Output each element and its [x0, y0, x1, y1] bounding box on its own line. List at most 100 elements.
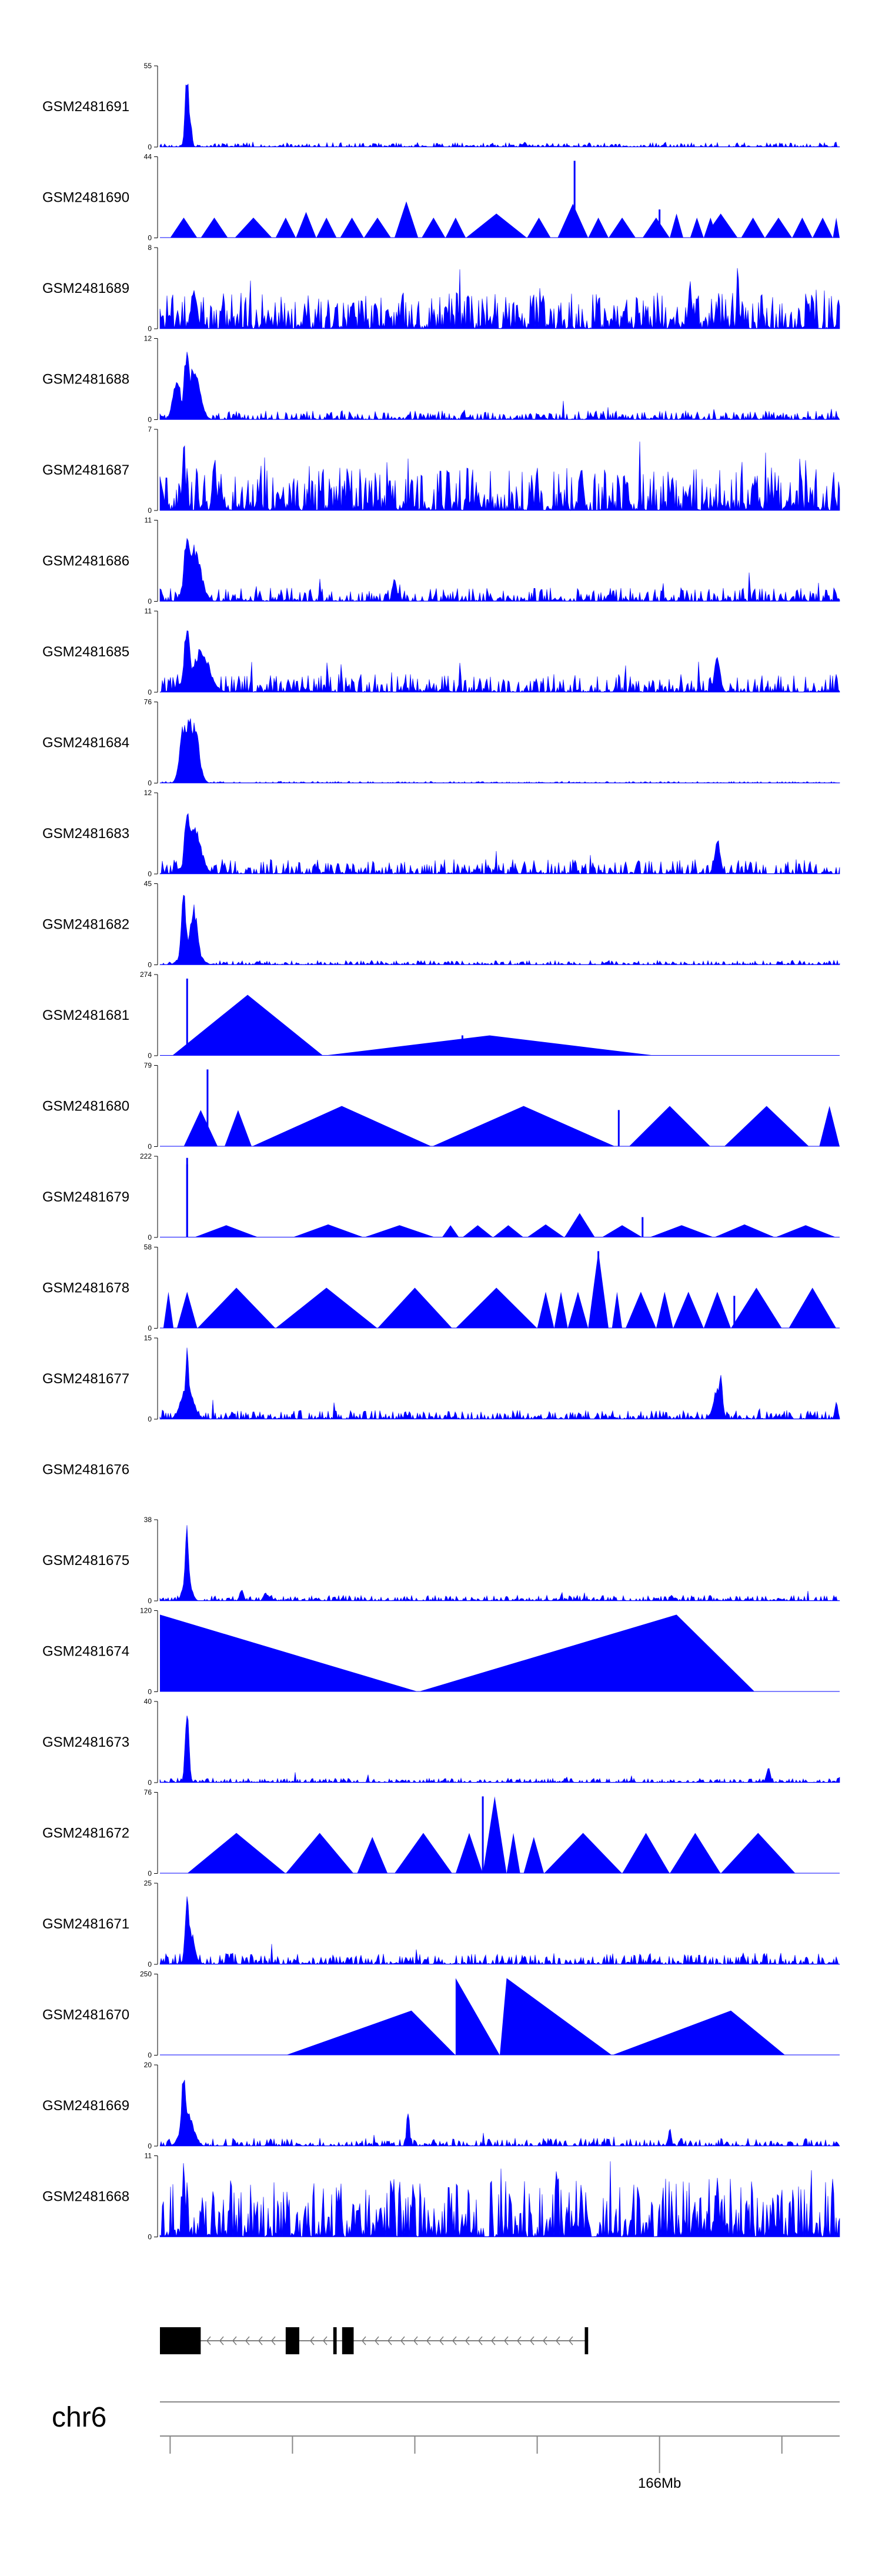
y-tick-label-min: 0 — [148, 1597, 152, 1605]
coverage-signal — [159, 441, 840, 512]
coverage-peak — [235, 218, 272, 238]
track-label: GSM2481691 — [42, 99, 129, 115]
coverage-peak — [720, 1833, 796, 1874]
track-label: GSM2481671 — [42, 1916, 129, 1932]
track-GSM2481688: GSM2481688 12 0 — [42, 335, 840, 424]
tracks-group: GSM2481691550GSM2481690440GSM248168980GS… — [42, 62, 840, 2241]
coverage-signal — [159, 718, 840, 783]
coverage-signal — [159, 268, 840, 329]
coverage-peak — [557, 203, 589, 238]
coverage-peak — [170, 218, 198, 238]
coverage-peak — [363, 1225, 436, 1237]
coverage-peak — [275, 1287, 377, 1329]
track-GSM2481675: GSM2481675 38 0 — [42, 1516, 840, 1605]
coverage-peak — [466, 213, 527, 238]
y-tick-label-max: 250 — [140, 1970, 152, 1978]
coverage-peak — [394, 1833, 453, 1874]
y-tick-label-min: 0 — [148, 1870, 152, 1878]
y-tick-label-min: 0 — [148, 1415, 152, 1423]
coverage-signal — [159, 630, 840, 693]
strand-arrow — [219, 2336, 224, 2345]
coverage-spike — [642, 1217, 644, 1237]
track-label: GSM2481677 — [42, 1371, 129, 1387]
strand-arrow — [258, 2336, 263, 2345]
coverage-peak — [789, 1287, 837, 1329]
coverage-signal — [159, 538, 840, 602]
coverage-peak — [703, 213, 738, 238]
coverage-peak — [612, 2010, 786, 2056]
exon-block — [285, 2327, 299, 2354]
y-tick-label-min: 0 — [148, 416, 152, 424]
track-GSM2481674: GSM2481674 120 0 — [42, 1607, 840, 1696]
coverage-peak — [455, 1978, 500, 2056]
strand-arrow — [517, 2336, 522, 2345]
track-GSM2481669: GSM2481669 20 0 — [42, 2061, 840, 2150]
strand-arrow — [271, 2336, 276, 2345]
coverage-peak — [741, 218, 765, 238]
y-tick-label-max: 8 — [148, 243, 152, 252]
coverage-signal — [159, 2161, 840, 2238]
y-tick-label-max: 11 — [145, 607, 152, 615]
y-tick-label-max: 120 — [140, 1607, 152, 1615]
coverage-spike — [617, 1110, 620, 1147]
coverage-peak — [656, 1292, 673, 1329]
coverage-peak — [193, 1225, 259, 1237]
y-tick-label-min: 0 — [148, 1052, 152, 1060]
genome-axis: chr6 166Mb — [52, 2401, 840, 2491]
track-GSM2481687: GSM2481687 7 0 — [42, 425, 840, 515]
track-label: GSM2481675 — [42, 1553, 129, 1569]
y-tick-label-min: 0 — [148, 1143, 152, 1151]
chromosome-label: chr6 — [52, 2402, 106, 2433]
coverage-peak — [819, 1106, 840, 1147]
y-tick-label-min: 0 — [148, 779, 152, 788]
track-label: GSM2481682 — [42, 917, 129, 933]
coverage-peak — [629, 1106, 711, 1147]
strand-arrow — [491, 2336, 496, 2345]
coverage-peak — [422, 218, 446, 238]
y-tick-label-max: 222 — [140, 1152, 152, 1160]
coverage-peak — [649, 1225, 714, 1237]
strand-arrow — [530, 2336, 534, 2345]
coverage-peak — [608, 218, 636, 238]
strand-arrow — [478, 2336, 483, 2345]
track-GSM2481676: GSM2481676 — [42, 1462, 129, 1478]
strand-arrow — [439, 2336, 444, 2345]
coverage-peak — [252, 1106, 432, 1147]
track-label: GSM2481684 — [42, 735, 129, 751]
track-label: GSM2481689 — [42, 281, 129, 296]
y-tick-label-max: 79 — [144, 1062, 152, 1070]
strand-arrow — [504, 2336, 509, 2345]
coverage-peak — [602, 1225, 643, 1237]
coverage-peak — [714, 1224, 776, 1237]
track-GSM2481678: GSM2481678 58 0 — [42, 1243, 840, 1333]
track-GSM2481672: GSM2481672 76 0 — [42, 1788, 840, 1878]
coverage-peak — [172, 995, 323, 1056]
exon-block — [584, 2327, 589, 2354]
y-tick-label-max: 7 — [148, 425, 152, 433]
strand-arrow — [387, 2336, 392, 2345]
coverage-peak — [363, 218, 392, 238]
y-tick-label-max: 76 — [144, 698, 152, 706]
coverage-peak — [483, 1796, 507, 1874]
coverage-spike — [659, 209, 661, 238]
y-tick-label-min: 0 — [148, 2051, 152, 2060]
y-tick-label-min: 0 — [148, 1324, 152, 1333]
track-GSM2481686: GSM2481686 11 0 — [42, 516, 840, 606]
coverage-peak — [394, 201, 419, 238]
y-tick-label-max: 15 — [144, 1334, 152, 1342]
coverage-signal — [159, 1896, 840, 1966]
coverage-signal — [159, 895, 840, 966]
y-tick-label-min: 0 — [148, 961, 152, 969]
strand-arrow — [413, 2336, 418, 2345]
track-label: GSM2481669 — [42, 2098, 129, 2114]
coverage-spike — [186, 978, 188, 1056]
coverage-peak — [670, 213, 684, 238]
coverage-peak — [357, 1837, 388, 1874]
coverage-peak — [275, 218, 296, 238]
strand-arrow — [556, 2336, 560, 2345]
coverage-peak — [544, 1833, 623, 1874]
coverage-peak — [462, 1225, 493, 1237]
coverage-spike — [597, 1251, 600, 1329]
y-tick-label-min: 0 — [148, 1688, 152, 1696]
coverage-signal — [159, 1716, 840, 1784]
